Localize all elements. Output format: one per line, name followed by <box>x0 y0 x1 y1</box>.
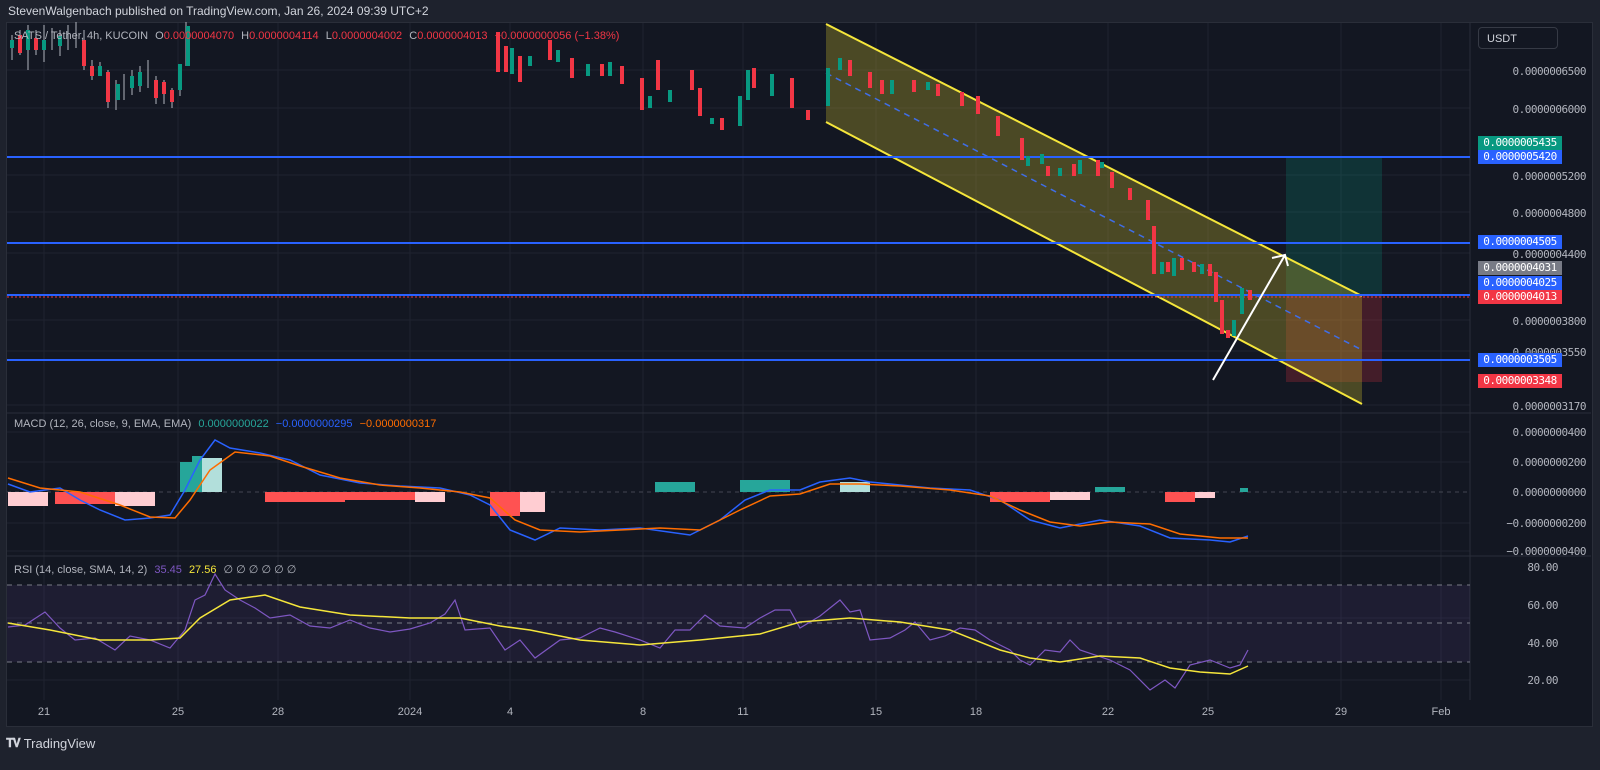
channel-upper-line[interactable] <box>825 23 1363 297</box>
macd-histogram-value: 0.0000000022 <box>198 418 269 430</box>
macd-signal-value: −0.0000000317 <box>359 418 437 430</box>
rsi-extra-values: ∅ ∅ ∅ ∅ ∅ ∅ <box>223 564 297 576</box>
close-value: 0.0000004013 <box>417 30 488 42</box>
rsi-sma-value: 27.56 <box>188 564 217 576</box>
chart-frame[interactable] <box>6 22 1593 727</box>
rsi-title[interactable]: RSI (14, close, SMA, 14, 2) <box>14 564 148 576</box>
rsi-sma-line <box>7 594 1249 675</box>
descending-channel-fill[interactable] <box>826 24 1362 404</box>
tradingview-logo-text: TradingView <box>23 736 96 751</box>
rsi-legend[interactable]: RSI (14, close, SMA, 14, 2) 35.45 27.56 … <box>14 563 300 576</box>
tradingview-logo-icon: 𝐓𝐕 <box>6 736 21 750</box>
symbol-name[interactable]: SATS / Tether, 4h, KUCOIN <box>14 30 149 42</box>
macd-histogram <box>8 456 1248 516</box>
grid <box>7 23 1470 700</box>
level-tag-4025: 0.0000004025 <box>1478 276 1562 290</box>
macd-title[interactable]: MACD (12, 26, close, 9, EMA, EMA) <box>14 418 192 430</box>
macd-line <box>7 439 1249 543</box>
stop-price-tag: 0.0000003348 <box>1478 374 1562 388</box>
arrow-head-icon <box>1271 253 1289 267</box>
high-value: 0.0000004114 <box>249 30 319 42</box>
upward-arrow[interactable] <box>1212 254 1286 381</box>
currency-button[interactable]: USDT <box>1478 27 1558 49</box>
long-position-loss-zone[interactable] <box>1286 295 1382 382</box>
low-value: 0.0000004002 <box>331 30 403 42</box>
channel-midline[interactable] <box>825 72 1363 351</box>
change-value: −0.0000000056 (−1.38%) <box>494 30 620 42</box>
symbol-legend[interactable]: SATS / Tether, 4h, KUCOIN O0.0000004070 … <box>14 30 620 42</box>
signal-line <box>7 451 1248 539</box>
rsi-value: 35.45 <box>154 564 182 576</box>
rsi-line <box>7 572 1249 691</box>
target-price-tag: 0.0000005435 <box>1478 136 1562 150</box>
level-tag-3505: 0.0000003505 <box>1478 353 1562 367</box>
channel-lower-line[interactable] <box>825 121 1363 405</box>
macd-legend[interactable]: MACD (12, 26, close, 9, EMA, EMA) 0.0000… <box>14 418 440 430</box>
open-value: 0.0000004070 <box>163 30 235 42</box>
macd-value: −0.0000000295 <box>275 418 353 430</box>
tradingview-logo[interactable]: 𝐓𝐕 TradingView <box>6 736 95 751</box>
last-price-tag: 0.0000004013 <box>1478 290 1562 304</box>
candles <box>10 22 1252 338</box>
level-tag-4505: 0.0000004505 <box>1478 235 1562 249</box>
level-tag-5420: 0.0000005420 <box>1478 150 1562 164</box>
entry-price-tag: 0.0000004031 <box>1478 261 1562 275</box>
long-position-profit-zone[interactable] <box>1286 157 1382 295</box>
published-info: StevenWalgenbach published on TradingVie… <box>8 4 429 18</box>
